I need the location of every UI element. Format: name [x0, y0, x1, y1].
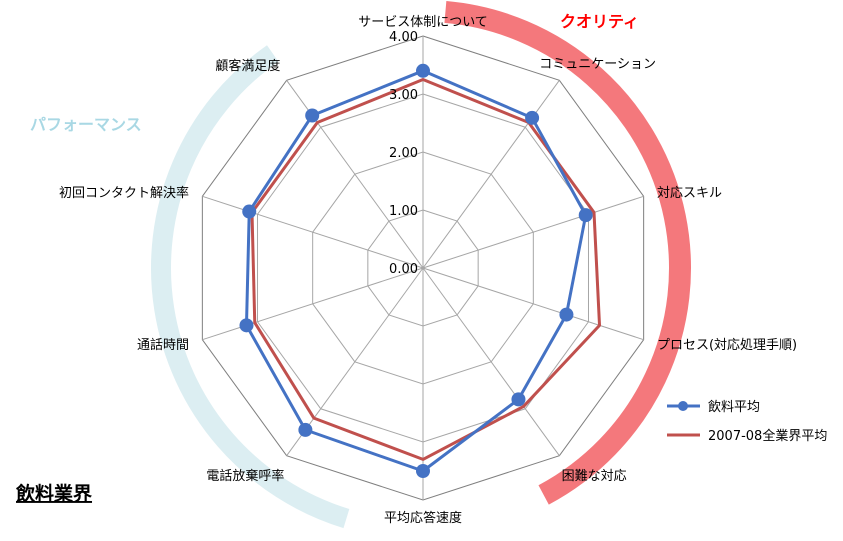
series-0-point-8	[242, 204, 257, 219]
series-0-point-3	[559, 307, 574, 322]
series-0-point-4	[511, 392, 526, 407]
grid-spoke-4	[422, 267, 560, 456]
axis-label-4: 困難な対応	[562, 469, 627, 484]
grid-spoke-7	[202, 267, 424, 341]
axis-label-9: 顧客満足度	[215, 58, 280, 74]
tick-label-3: 3.00	[389, 88, 418, 103]
radar-grid	[201, 35, 645, 501]
tick-label-0: 0.00	[389, 262, 418, 277]
axis-label-6: 電話放棄呼率	[206, 468, 284, 484]
axis-label-0: サービス体制について	[358, 15, 488, 30]
band-quality	[444, 1, 691, 505]
band-performance	[151, 45, 350, 529]
series-0-point-1	[525, 110, 540, 125]
grid-spoke-8	[202, 195, 424, 269]
series-0-point-2	[578, 208, 593, 223]
series-line-1	[250, 78, 602, 461]
axis-label-5: 平均応答速度	[384, 510, 462, 526]
series-0-point-5	[416, 464, 430, 478]
group-label-quality: クオリティ	[560, 12, 639, 31]
grid-spoke-1	[422, 80, 560, 269]
group-label-performance: パフォーマンス	[30, 115, 142, 134]
legend-marker-0	[678, 401, 688, 411]
axis-label-7: 通話時間	[137, 337, 189, 353]
tick-label-4: 4.00	[389, 30, 418, 45]
industry-label: 飲料業界	[15, 482, 92, 505]
group-bands	[151, 1, 691, 529]
series-0-point-7	[239, 318, 254, 333]
legend-label-0: 飲料平均	[708, 399, 760, 415]
tick-labels: 0.00 1.00 2.00 3.00 4.00	[389, 30, 418, 277]
grid-spoke-2	[422, 195, 644, 269]
tick-label-1: 1.00	[389, 204, 418, 219]
series-0-point-6	[298, 422, 313, 437]
legend: 飲料平均 2007-08全業界平均	[667, 399, 827, 444]
grid-spoke-3	[422, 267, 644, 341]
series-0-point-9	[305, 108, 320, 123]
series-0-point-0	[416, 63, 430, 78]
series-layer	[239, 63, 602, 478]
axis-label-8: 初回コンタクト解決率	[59, 185, 189, 201]
tick-label-2: 2.00	[389, 146, 418, 161]
legend-label-1: 2007-08全業界平均	[708, 428, 827, 444]
axis-label-1: コミュニケーション	[539, 57, 656, 72]
axis-label-3: プロセス(対応処理手順)	[657, 338, 797, 353]
axis-label-2: 対応スキル	[657, 186, 722, 201]
